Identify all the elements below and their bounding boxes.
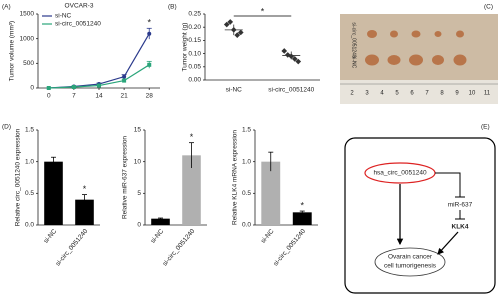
y-axis-label: Tumor weight (g): [182, 23, 189, 72]
y-tick-label: 1.0: [242, 158, 251, 165]
x-tick-label: si-circ_0051240: [268, 87, 314, 94]
annotation: *: [261, 6, 265, 16]
panel-label: (C): [484, 4, 493, 11]
node: Ovarain cancer: [388, 254, 433, 261]
y-tick-label: 15: [134, 127, 142, 134]
x-tick-label: 28: [146, 93, 154, 100]
y-axis-label: Relative miR-637 expression: [122, 136, 129, 219]
x-tick-label: 7: [72, 93, 76, 100]
ruler-number: 2: [350, 91, 354, 97]
ruler-number: 5: [395, 91, 399, 97]
bar: [151, 218, 170, 225]
legend-label: si-NC: [55, 13, 72, 20]
y-axis-label: Relative KLK4 mRNA expression: [232, 130, 239, 225]
bar: [44, 161, 63, 225]
x-tick-label: si-circ_0051240: [272, 228, 307, 268]
y-tick-label: 500: [23, 60, 34, 67]
point: [227, 19, 234, 25]
annotation: *: [147, 18, 151, 28]
y-tick-label: 1000: [20, 35, 35, 42]
y-tick-label: 5: [137, 190, 141, 197]
y-tick-label: 0: [30, 85, 34, 92]
y-tick-label: 0.0: [242, 222, 251, 229]
y-tick-label: 0.20: [188, 24, 201, 31]
y-tick-label: 0.10: [188, 50, 201, 57]
point: [97, 83, 101, 88]
legend-label: si-circ_0051240: [55, 21, 101, 28]
y-tick-label: 0.25: [188, 11, 201, 18]
ruler-number: 7: [425, 91, 429, 97]
x-tick-label: 14: [95, 93, 103, 100]
y-tick-label: 1500: [20, 11, 35, 18]
y-tick-label: 0.0: [25, 222, 34, 229]
x-tick-label: si-circ_0051240: [54, 228, 89, 268]
point: [281, 48, 288, 54]
photo-label: si-NC: [351, 56, 357, 69]
ruler-number: 4: [380, 91, 384, 97]
x-tick-label: si-NC: [150, 228, 166, 245]
annotation: *: [300, 200, 304, 210]
point: [46, 86, 51, 90]
chart-title: OVCAR-3: [65, 3, 94, 10]
node: hsa_circ_0051240: [373, 170, 427, 177]
panel-label: (B): [168, 4, 177, 11]
annotation: *: [190, 132, 194, 142]
point: [71, 85, 76, 90]
bar: [292, 212, 312, 225]
x-tick-label: 21: [121, 93, 129, 100]
node: KLK4: [452, 224, 469, 231]
series-line: [48, 33, 150, 89]
x-tick-label: si-NC: [43, 228, 59, 245]
y-tick-label: 1.0: [25, 158, 34, 165]
ruler-number: 11: [484, 91, 491, 97]
ruler-number: 10: [469, 91, 476, 97]
photo: si-circ_0051240 si-NC: [340, 14, 498, 104]
node: miR-637: [448, 202, 473, 209]
panel-label: (A): [2, 4, 11, 11]
x-tick-label: 0: [47, 93, 51, 100]
y-axis-label: Tumor volume (mm³): [9, 21, 16, 81]
y-tick-label: 0.05: [188, 64, 201, 71]
point: [122, 74, 127, 79]
ruler-number: 9: [455, 91, 459, 97]
diagram: hsa_circ_0051240 miR-637 KLK4 Ovarain ca…: [344, 137, 496, 294]
point: [122, 78, 127, 83]
bar: [261, 161, 281, 225]
y-tick-label: 0.15: [188, 37, 201, 44]
y-tick-label: 10: [134, 158, 142, 165]
y-tick-label: 0.5: [25, 190, 34, 197]
y-axis-label: Relative circ_0051240 expression: [15, 128, 22, 226]
y-tick-label: 0.00: [188, 77, 201, 84]
ruler-number: 3: [365, 91, 369, 97]
panel-label: (D): [2, 124, 11, 131]
panel-label: (E): [481, 124, 490, 131]
bar: [182, 155, 201, 225]
y-tick-label: 0: [137, 222, 141, 229]
photo-label: si-circ_0051240: [351, 22, 357, 58]
point: [223, 21, 230, 28]
bar: [75, 199, 94, 225]
x-tick-label: si-circ_0051240: [161, 228, 196, 268]
ruler-number: 6: [410, 91, 414, 97]
point: [147, 31, 152, 36]
y-tick-label: 1.5: [25, 127, 34, 134]
annotation: *: [83, 184, 87, 194]
y-tick-label: 1.5: [242, 127, 251, 134]
node: cell tumorigenesis: [384, 263, 437, 270]
x-tick-label: si-NC: [226, 87, 243, 94]
x-tick-label: si-NC: [260, 228, 276, 245]
point: [147, 62, 152, 67]
ruler-number: 8: [440, 91, 444, 97]
y-tick-label: 0.5: [242, 190, 251, 197]
